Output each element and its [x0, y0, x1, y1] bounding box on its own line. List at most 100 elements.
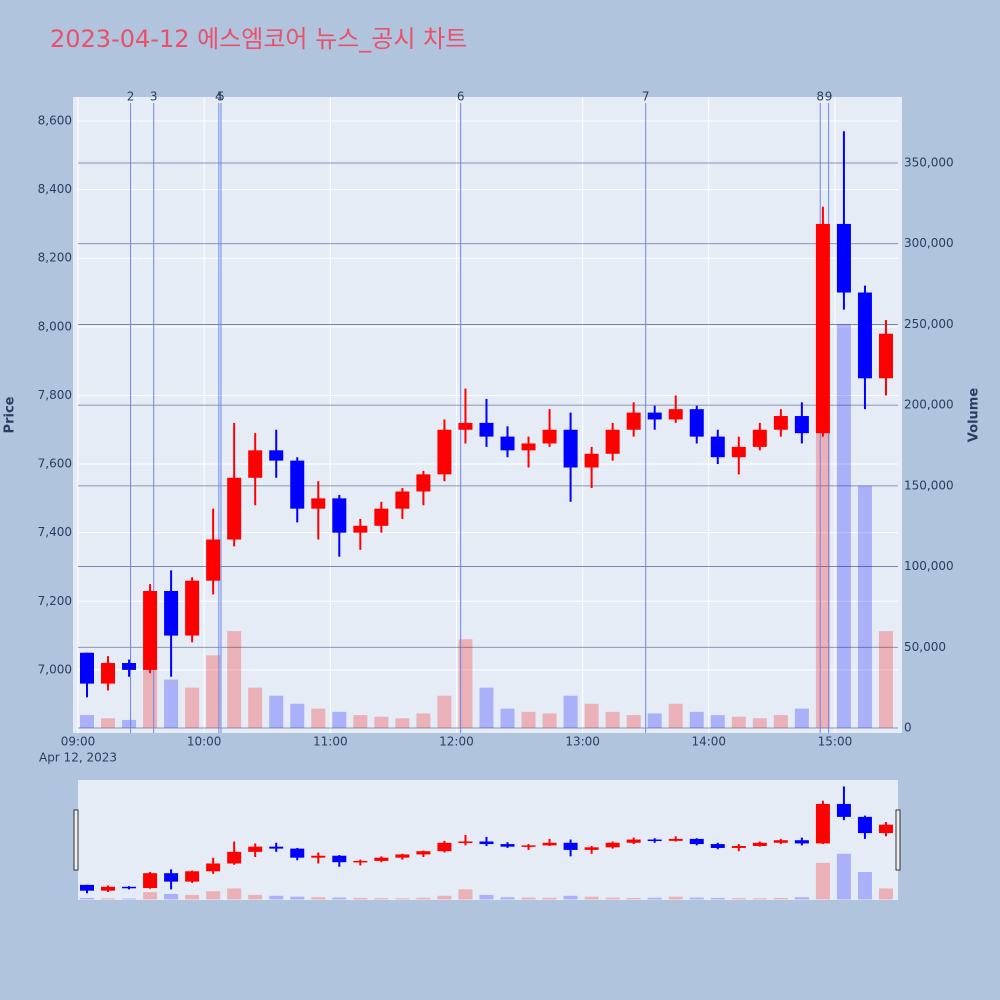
range-candle-body — [500, 844, 515, 847]
candle-body — [815, 223, 830, 434]
news-label: 4 — [215, 90, 223, 104]
candle-body — [227, 477, 242, 540]
candle-body — [773, 416, 788, 430]
volume-bar — [731, 716, 746, 728]
x-tick-label: 10:00 — [187, 735, 222, 749]
y-tick-label: 7,200 — [38, 594, 72, 608]
candle-body — [416, 474, 431, 492]
volume-bar — [689, 711, 704, 728]
candle-body — [143, 590, 158, 670]
candle-body — [710, 436, 725, 458]
y-tick-label: 8,200 — [38, 251, 72, 265]
volume-bar — [101, 718, 116, 728]
candle-body — [752, 429, 767, 447]
range-volume-bar — [710, 897, 725, 900]
range-volume-bar — [374, 898, 389, 900]
range-handle-right[interactable] — [895, 809, 901, 871]
range-candle-body — [227, 851, 242, 864]
range-candle-body — [794, 840, 809, 844]
range-volume-bar — [437, 895, 452, 900]
range-volume-bar — [206, 891, 221, 900]
range-volume-bar — [332, 897, 347, 900]
volume-bar — [479, 687, 494, 728]
news-label: 9 — [825, 90, 833, 104]
volume-bar — [815, 405, 830, 728]
candle-body — [458, 422, 473, 430]
news-label: 3 — [150, 90, 158, 104]
range-candle-body — [542, 842, 557, 846]
candle-body — [479, 422, 494, 437]
candle-body — [689, 409, 704, 437]
range-candle-body — [668, 838, 683, 841]
y-tick-label: 7,400 — [38, 525, 72, 539]
volume-bar — [80, 715, 94, 728]
y2-tick-label: 300,000 — [904, 236, 954, 250]
candle-body — [542, 429, 557, 444]
candle-body — [668, 409, 683, 420]
candle-body — [500, 436, 515, 451]
candle-body — [521, 443, 536, 451]
volume-bar — [269, 695, 284, 728]
range-candle-body — [878, 824, 893, 834]
range-volume-bar — [563, 895, 578, 900]
range-volume-bar — [794, 897, 809, 900]
candle-body — [836, 223, 851, 293]
volume-bar — [458, 639, 473, 728]
candle-body — [731, 446, 746, 458]
range-candle-body — [101, 886, 116, 891]
candle-body — [605, 429, 620, 454]
range-volume-bar — [164, 893, 179, 900]
candle-body — [80, 652, 94, 684]
y2-tick-label: 50,000 — [904, 640, 946, 654]
range-volume-bar — [836, 853, 851, 900]
range-volume-bar — [542, 897, 557, 900]
range-slider[interactable] — [78, 780, 898, 900]
volume-bar — [626, 715, 641, 728]
candle-body — [290, 460, 305, 509]
range-volume-bar — [269, 895, 284, 900]
candle-body — [185, 580, 200, 636]
y-tick-label: 7,600 — [38, 457, 72, 471]
chart-title: 2023-04-12 에스엠코어 뉴스_공시 차트 — [50, 25, 467, 53]
volume-bar — [752, 718, 767, 728]
news-label: 6 — [457, 90, 465, 104]
range-volume-bar — [80, 897, 94, 900]
range-candle-body — [647, 839, 662, 842]
y2-tick-label: 350,000 — [904, 156, 954, 170]
candle-body — [206, 539, 221, 581]
volume-bar — [668, 703, 683, 728]
range-candle-body — [248, 846, 263, 852]
volume-bar — [542, 713, 557, 728]
news-label: 8 — [816, 90, 824, 104]
volume-bar — [857, 485, 872, 728]
candle-body — [878, 333, 893, 379]
candle-body — [122, 663, 137, 670]
y-tick-label: 8,000 — [38, 319, 72, 333]
range-volume-bar — [122, 898, 137, 900]
news-label: 2 — [127, 90, 135, 104]
x-date-label: Apr 12, 2023 — [39, 751, 117, 765]
range-candle-body — [752, 842, 767, 847]
range-volume-bar — [605, 897, 620, 900]
x-tick-label: 09:00 — [61, 735, 96, 749]
range-candle-body — [689, 838, 704, 845]
range-candle-body — [563, 842, 578, 850]
volume-bar — [605, 711, 620, 728]
candle-body — [353, 525, 368, 533]
volume-bar — [353, 715, 368, 728]
range-volume-bar — [185, 894, 200, 900]
range-candle-body — [521, 845, 536, 847]
range-volume-bar — [647, 897, 662, 900]
range-candle-body — [626, 839, 641, 843]
volume-bar — [185, 687, 200, 728]
range-candle-body — [164, 873, 179, 882]
y-tick-label: 7,800 — [38, 388, 72, 402]
range-candle-body — [395, 854, 410, 858]
candle-body — [101, 663, 116, 684]
range-candle-body — [311, 855, 326, 858]
range-candle-body — [458, 841, 473, 843]
range-candle-body — [710, 844, 725, 848]
x-tick-label: 14:00 — [691, 735, 726, 749]
range-handle-left[interactable] — [73, 809, 79, 871]
range-candle-body — [143, 873, 158, 889]
